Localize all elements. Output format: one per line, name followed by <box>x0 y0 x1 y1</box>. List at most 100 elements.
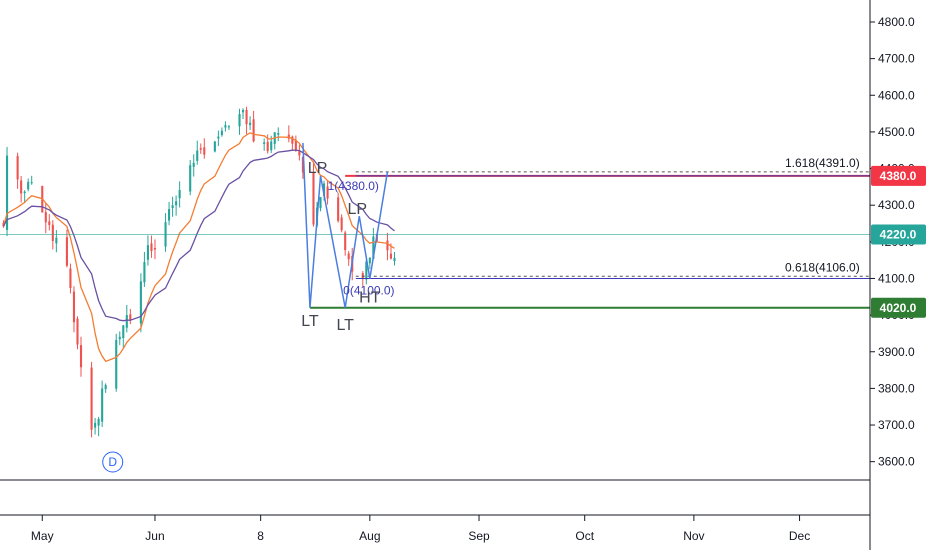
candle-body <box>72 291 76 323</box>
candle-body <box>337 197 340 221</box>
y-tick-label: 3700.0 <box>878 418 915 432</box>
pattern-label-lp: LP <box>347 201 367 218</box>
candle-body <box>189 165 192 192</box>
candle-body <box>294 140 297 150</box>
x-tick-label: May <box>31 529 54 543</box>
pattern-label-ht: HT <box>359 289 381 306</box>
candle-body <box>55 237 58 244</box>
candle-body <box>386 240 389 251</box>
candle-body <box>301 157 304 173</box>
price-badge-label: 4020.0 <box>880 301 917 315</box>
candle-body <box>217 136 220 139</box>
x-tick-label: Nov <box>683 529 704 543</box>
candle-body <box>241 109 245 113</box>
y-tick-label: 4300.0 <box>878 198 915 212</box>
candle-body <box>312 172 315 225</box>
y-tick-label: 3600.0 <box>878 455 915 469</box>
candle-body <box>224 125 227 128</box>
price-badges: 4380.0 4220.0 4020.0 <box>871 165 926 318</box>
candle-body <box>270 141 273 151</box>
y-tick-label: 3900.0 <box>878 345 915 359</box>
y-tick-label: 4100.0 <box>878 271 915 285</box>
x-tick-label: Oct <box>575 529 594 543</box>
candle-body <box>249 122 252 125</box>
candle-body <box>245 109 248 125</box>
x-tick-label: 8 <box>257 529 264 543</box>
candle-body <box>178 190 181 199</box>
candle-body <box>69 268 72 289</box>
pattern-drawing[interactable]: 1.618(4391.0) 0.618(4106.0) 1(4380.0) 0(410… <box>0 142 870 473</box>
candle-body <box>27 181 30 190</box>
candle-body <box>192 162 195 167</box>
candle-body <box>266 141 269 152</box>
candle-body <box>118 336 121 340</box>
candle-body <box>340 217 343 231</box>
fib-inner-label-1: 1(4380.0) <box>328 179 379 193</box>
candle-body <box>372 236 375 259</box>
candle-body <box>143 262 146 283</box>
price-badge-label: 4220.0 <box>880 228 917 242</box>
pattern-projection-line[interactable] <box>302 142 389 308</box>
candle-body <box>79 345 83 368</box>
candles <box>2 106 396 438</box>
candle-body <box>101 388 104 422</box>
candle-body <box>30 182 33 184</box>
price-badge-label: 4380.0 <box>880 169 917 183</box>
candle-body <box>393 257 396 262</box>
candle-body <box>171 205 174 209</box>
candle-body <box>48 221 51 225</box>
candle-body <box>326 186 329 199</box>
candle-body <box>227 126 231 128</box>
candle-body <box>20 180 23 194</box>
candle-body <box>51 224 54 242</box>
y-tick-label: 3800.0 <box>878 381 915 395</box>
ema-slow-line <box>2 149 395 322</box>
x-tick-label: Sep <box>468 529 490 543</box>
candle-body <box>129 314 132 321</box>
candle-body <box>220 130 223 136</box>
x-tick-label: Dec <box>789 529 810 543</box>
y-tick-label: 4800.0 <box>878 15 915 29</box>
price-badge <box>871 297 926 318</box>
candle-body <box>196 150 199 161</box>
pattern-label-lp: LP <box>308 160 328 177</box>
candle-body <box>365 261 368 280</box>
candle-body <box>263 142 266 144</box>
candle-body <box>16 156 19 180</box>
candle-body <box>94 422 97 428</box>
candle-body <box>199 148 202 150</box>
price-badge <box>871 165 926 186</box>
candle-body <box>122 325 125 339</box>
interval-marker-circle[interactable] <box>102 451 124 473</box>
candle-body <box>150 243 153 252</box>
x-tick-label: Aug <box>359 529 380 543</box>
fib-label-0618: 0.618(4106.0) <box>785 260 860 274</box>
candle-body <box>168 209 171 221</box>
candle-body <box>277 133 280 135</box>
candle-body <box>146 245 149 260</box>
candle-body <box>252 119 255 142</box>
candle-body <box>125 315 128 328</box>
candle-body <box>153 248 157 250</box>
candle-body <box>347 253 350 260</box>
candle-body <box>23 191 26 194</box>
moving-averages <box>2 132 395 363</box>
candle-body <box>322 183 326 196</box>
price-badge <box>871 224 926 245</box>
candle-body <box>203 147 206 155</box>
candle-body <box>139 281 142 324</box>
candle-body <box>213 141 216 152</box>
candle-body <box>97 418 100 426</box>
candle-body <box>389 253 393 259</box>
candle-body <box>238 113 241 127</box>
candle-body <box>291 136 294 144</box>
candle-body <box>104 385 107 390</box>
candle-body <box>175 201 178 206</box>
candle-body <box>344 232 347 251</box>
candle-body <box>44 212 47 223</box>
y-tick-label: 4600.0 <box>878 88 915 102</box>
candle-body <box>298 150 301 156</box>
pattern-label-lt: LT <box>336 317 354 334</box>
